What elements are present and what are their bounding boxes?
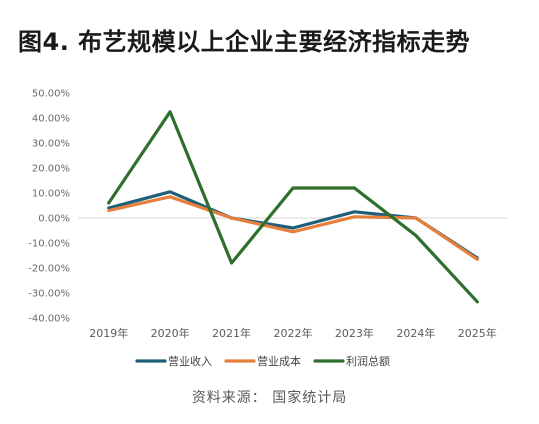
legend-label: 营业成本 xyxy=(257,354,301,368)
series-line-3 xyxy=(107,110,479,304)
x-tick-label: 2021年 xyxy=(212,326,251,340)
y-tick-label: 40.00% xyxy=(32,114,70,125)
chart-title: 图4. 布艺规模以上企业主要经济指标走势 xyxy=(18,28,471,56)
legend-label: 利润总额 xyxy=(346,354,390,368)
x-tick-label: 2022年 xyxy=(274,326,313,340)
legend-label: 营业收入 xyxy=(168,354,212,368)
series-line-1 xyxy=(107,190,479,260)
y-tick-label: -10.00% xyxy=(28,239,70,250)
y-tick-label: 30.00% xyxy=(32,139,70,150)
x-tick-label: 2020年 xyxy=(151,326,190,340)
x-tick-label: 2019年 xyxy=(89,326,128,340)
y-tick-label: -20.00% xyxy=(28,264,70,275)
y-tick-label: 50.00% xyxy=(32,89,70,100)
x-tick-label: 2025年 xyxy=(458,326,497,340)
series-lines xyxy=(107,110,479,304)
x-tick-label: 2023年 xyxy=(335,326,374,340)
y-tick-label: 0.00% xyxy=(38,214,70,225)
source-note: 资料来源： 国家统计局 xyxy=(191,390,348,406)
x-axis: 2019年 2020年 2021年 2022年 2023年 2024年 2025年 xyxy=(89,326,497,340)
x-tick-label: 2024年 xyxy=(396,326,435,340)
y-axis: 50.00% 40.00% 30.00% 20.00% 10.00% 0.00% -10.0… xyxy=(28,89,70,325)
y-tick-label: 20.00% xyxy=(32,164,70,175)
series-line-2 xyxy=(107,195,479,261)
legend: 营业收入 营业成本 利润总额 xyxy=(135,354,390,368)
y-tick-label: 10.00% xyxy=(32,189,70,200)
y-tick-label: -30.00% xyxy=(28,289,70,300)
y-tick-label: -40.00% xyxy=(28,314,70,325)
